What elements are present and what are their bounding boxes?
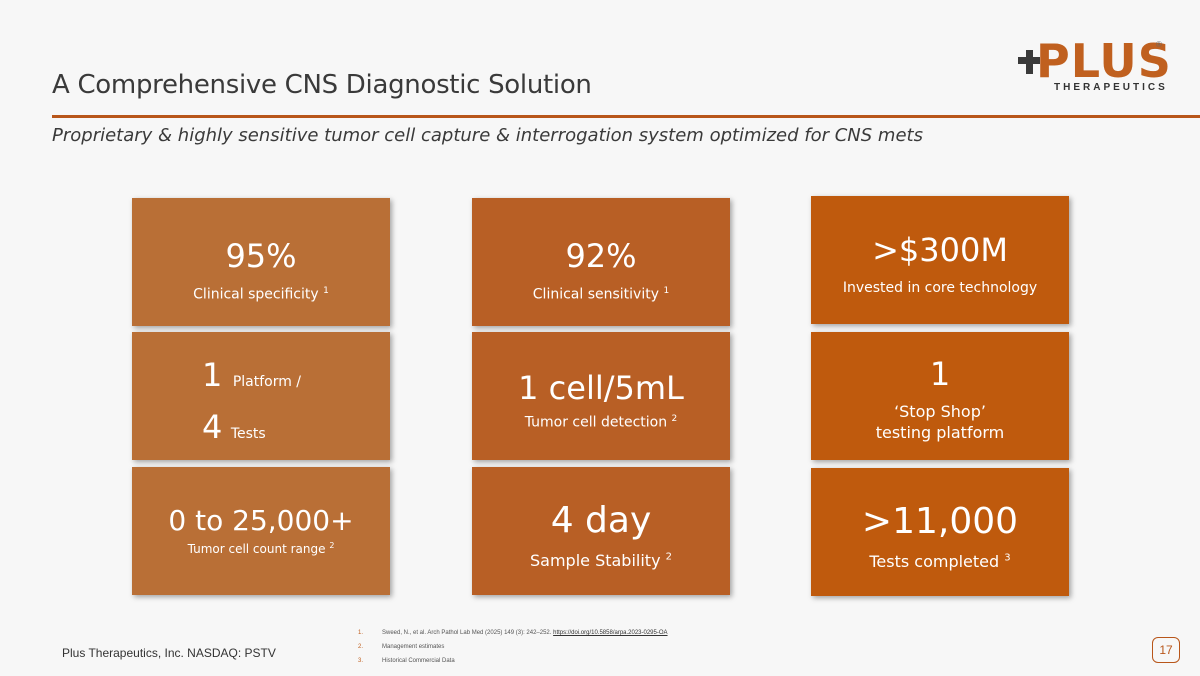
tile-label: Clinical sensitivity 1 <box>532 286 670 303</box>
tile-investment: >$300M Invested in core technology <box>811 196 1069 324</box>
footer-company: Plus Therapeutics, Inc. NASDAQ: PSTV <box>62 646 276 660</box>
tile-line1: ‘Stop Shop’ <box>894 402 986 421</box>
tile-specificity: 95% Clinical specificity 1 <box>132 198 390 326</box>
tile-value: >11,000 <box>861 501 1019 542</box>
tile-label: Tumor cell count range 2 <box>187 541 335 556</box>
company-logo: PLUS ® THERAPEUTICS <box>1018 34 1171 95</box>
footnote: 2. Management estimates <box>358 644 445 650</box>
tile-sensitivity: 92% Clinical sensitivity 1 <box>472 198 730 326</box>
tile-count-range: 0 to 25,000+ Tumor cell count range 2 <box>132 467 390 595</box>
tile-label: Tumor cell detection 2 <box>524 414 678 431</box>
logo-registered-mark: ® <box>1156 40 1162 49</box>
title-divider <box>52 115 1200 118</box>
tile-detection: 1 cell/5mL Tumor cell detection 2 <box>472 332 730 460</box>
page-title: A Comprehensive CNS Diagnostic Solution <box>52 70 592 100</box>
tile-line2: testing platform <box>875 423 1005 442</box>
tile-value: 92% <box>565 237 637 275</box>
tile-tests-completed: >11,000 Tests completed 3 <box>811 468 1069 596</box>
tile-stability: 4 day Sample Stability 2 <box>472 467 730 595</box>
tile-stop-shop: 1 ‘Stop Shop’ testing platform <box>811 332 1069 460</box>
footnotes: 1. Sweed, N., et al. Arch Pathol Lab Med … <box>358 630 668 672</box>
logo-subtitle: THERAPEUTICS <box>1054 82 1168 93</box>
tile-platform: 1 Platform / 4 Tests <box>132 332 390 460</box>
tile-value: 0 to 25,000+ <box>168 504 354 537</box>
footnote: 1. Sweed, N., et al. Arch Pathol Lab Med … <box>358 630 668 636</box>
tile-value: 1 <box>929 355 951 393</box>
tile-value: 1 cell/5mL <box>518 369 684 407</box>
tile-label: Tests completed 3 <box>869 552 1011 571</box>
tile-platform-line2: 4 Tests <box>202 408 266 446</box>
tile-platform-line1: 1 Platform / <box>202 356 302 394</box>
tile-label: Invested in core technology <box>842 280 1038 296</box>
tile-value: >$300M <box>872 231 1008 269</box>
footnote: 3. Historical Commercial Data <box>358 658 455 664</box>
footnote-link[interactable]: https://doi.org/10.5858/arpa.2023-0295-O… <box>553 630 668 636</box>
tile-value: 4 day <box>550 500 652 541</box>
plus-icon <box>1018 50 1040 74</box>
logo-wordmark: PLUS <box>1036 34 1172 88</box>
tile-value: 95% <box>225 237 297 275</box>
tile-label: Sample Stability 2 <box>529 551 672 570</box>
tile-label: Clinical specificity 1 <box>193 286 329 303</box>
page-subtitle: Proprietary & highly sensitive tumor cel… <box>52 125 923 146</box>
page-number: 17 <box>1152 637 1180 663</box>
